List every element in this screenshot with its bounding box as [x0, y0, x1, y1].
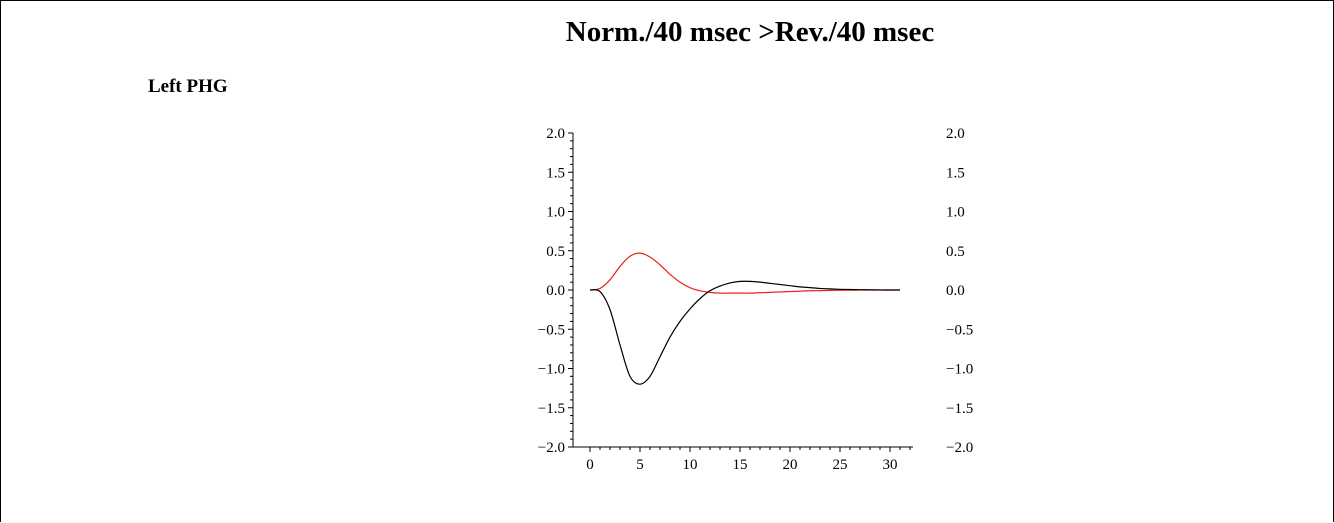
- y-tick-label-right: 0.5: [946, 244, 965, 260]
- y-tick-label-right: −0.5: [946, 322, 973, 338]
- x-tick-label: 10: [683, 457, 698, 473]
- x-tick-label: 5: [636, 457, 644, 473]
- y-tick-label-left: 0.5: [546, 244, 565, 260]
- y-tick-label-right: −1.5: [946, 401, 973, 417]
- y-tick-label-left: −2.0: [538, 440, 565, 456]
- y-tick-label-right: 1.0: [946, 205, 965, 221]
- x-tick-label: 25: [833, 457, 848, 473]
- x-tick-label: 30: [883, 457, 898, 473]
- series-line-2: [589, 280, 901, 385]
- y-tick-label-right: −1.0: [946, 362, 973, 378]
- y-tick-label-left: −0.5: [538, 322, 565, 338]
- series-line-1: [589, 252, 900, 294]
- y-tick-label-right: 2.0: [946, 126, 965, 142]
- y-tick-label-left: −1.5: [538, 401, 565, 417]
- y-tick-label-right: 0.0: [946, 283, 965, 299]
- x-tick-label: 15: [733, 457, 748, 473]
- axes: 2.0 2.0 1.5 1.5 1.0 1.0 0.5 0.5 0.0 0.0 −0.5 −0.5 −1…: [538, 126, 973, 473]
- y-tick-label-left: 1.5: [546, 165, 565, 181]
- y-tick-label-left: 0.0: [546, 283, 565, 299]
- y-tick-label-right: 1.5: [946, 165, 965, 181]
- x-tick-label: 20: [783, 457, 798, 473]
- series-layer: [589, 252, 901, 385]
- y-tick-label-right: −2.0: [946, 440, 973, 456]
- x-tick-label: 0: [586, 457, 594, 473]
- y-tick-label-left: −1.0: [538, 362, 565, 378]
- chart-title: Norm./40 msec >Rev./40 msec: [565, 16, 935, 48]
- y-tick-label-left: 1.0: [546, 205, 565, 221]
- panel-label: Left PHG: [148, 76, 228, 97]
- y-tick-label-left: 2.0: [546, 126, 565, 142]
